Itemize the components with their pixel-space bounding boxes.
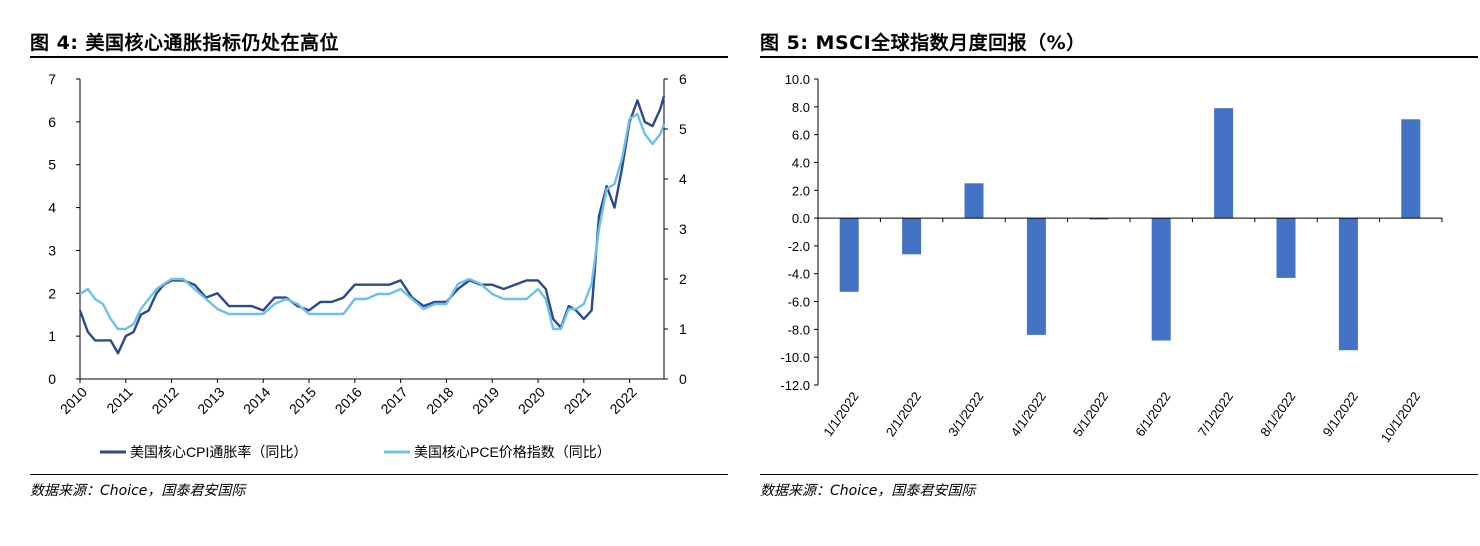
left-y-tick-label: 3 (48, 242, 56, 258)
figure-4-title: 图 4: 美国核心通胀指标仍处在高位 (30, 32, 340, 54)
right-y-tick-label: 5 (679, 121, 687, 137)
bar (1089, 218, 1109, 220)
right-y-tick-label: 0 (679, 371, 687, 387)
figure-5-panel: 图 5: MSCI全球指数月度回报（%） 数据来源：Choice，国泰君安国际 … (740, 0, 1480, 546)
core-pce-line (79, 112, 666, 331)
left-y-tick-label: 6 (48, 114, 56, 130)
core-inflation-line-chart: 0 1 2 3 4 5 6 7 0 1 2 3 4 5 6 2010 2011 2012 2013 2014 2015 2… (48, 71, 687, 460)
right-y-tick-label: 2 (679, 271, 687, 287)
figure-4-bottom-rule (30, 474, 728, 475)
legend-pce-label: 美国核心PCE价格指数（同比） (414, 444, 611, 460)
left-y-tick-label: 7 (48, 71, 56, 87)
x-tick-label: 2021 (561, 384, 594, 417)
x-tick-label: 2011 (103, 384, 136, 417)
left-y-tick-label: 0 (48, 371, 56, 387)
core-cpi-line (78, 95, 666, 355)
category-label: 10/1/2022 (1378, 389, 1423, 445)
x-tick-label: 2013 (194, 384, 227, 417)
y-tick-label: -12.0 (780, 378, 810, 393)
y-tick-label: 0.0 (792, 211, 810, 226)
right-y-tick-label: 6 (679, 71, 687, 87)
category-label: 1/1/2022 (820, 389, 861, 439)
x-tick-label: 2019 (469, 384, 502, 417)
category-label: 5/1/2022 (1070, 389, 1111, 439)
category-label: 9/1/2022 (1320, 389, 1361, 439)
bar (1214, 108, 1234, 219)
bar (902, 218, 922, 255)
x-tick-label: 2015 (286, 384, 319, 417)
figure-4-top-rule (30, 56, 728, 58)
right-y-tick-label: 1 (679, 321, 687, 337)
y-tick-label: -10.0 (780, 350, 810, 365)
left-y-tick-label: 4 (48, 200, 56, 216)
bar (1276, 218, 1296, 278)
bar (964, 183, 984, 219)
x-tick-label: 2018 (423, 384, 456, 417)
right-y-tick-label: 3 (679, 221, 687, 237)
left-y-tick-label: 2 (48, 285, 56, 301)
y-tick-label: -4.0 (788, 267, 810, 282)
bar (839, 218, 859, 292)
y-tick-label: 4.0 (792, 155, 810, 170)
y-tick-label: -6.0 (788, 295, 810, 310)
bar (1026, 218, 1046, 335)
x-tick-label: 2016 (332, 384, 365, 417)
figure-4-panel: 图 4: 美国核心通胀指标仍处在高位 数据来源：Choice，国泰君安国际 0 1… (0, 0, 730, 546)
category-label: 3/1/2022 (945, 389, 986, 439)
x-tick-label: 2020 (515, 384, 548, 417)
y-tick-label: -8.0 (788, 322, 810, 337)
category-label: 4/1/2022 (1008, 389, 1049, 439)
y-tick-label: 2.0 (792, 183, 810, 198)
category-label: 7/1/2022 (1195, 389, 1236, 439)
x-tick-label: 2017 (377, 384, 410, 417)
category-label: 8/1/2022 (1257, 389, 1298, 439)
y-tick-label: 6.0 (792, 128, 810, 143)
figure-5-source: 数据来源：Choice，国泰君安国际 (760, 483, 976, 499)
x-tick-label: 2012 (148, 384, 181, 417)
msci-monthly-return-bar-chart: 10.0 8.0 6.0 4.0 2.0 0.0 -2.0 -4.0 -6.0 -8.0 -10.0… (780, 72, 1443, 445)
bar (1151, 218, 1171, 341)
figure-5-top-rule (760, 56, 1478, 58)
category-label: 2/1/2022 (883, 389, 924, 439)
y-tick-label: -2.0 (788, 239, 810, 254)
y-tick-label: 8.0 (792, 100, 810, 115)
category-label: 6/1/2022 (1132, 389, 1173, 439)
bar (1338, 218, 1358, 351)
figure-5-bottom-rule (760, 474, 1478, 475)
legend-cpi-label: 美国核心CPI通胀率（同比） (130, 444, 307, 460)
x-tick-label: 2010 (57, 384, 90, 417)
y-tick-label: 10.0 (785, 72, 810, 87)
left-y-tick-label: 1 (48, 328, 56, 344)
x-tick-label: 2022 (606, 384, 639, 417)
right-y-tick-label: 4 (679, 171, 687, 187)
left-y-tick-label: 5 (48, 157, 56, 173)
x-tick-label: 2014 (240, 384, 273, 417)
figure-4-source: 数据来源：Choice，国泰君安国际 (30, 483, 246, 499)
bar (1401, 119, 1421, 219)
figure-5-title: 图 5: MSCI全球指数月度回报（%） (760, 32, 1086, 54)
